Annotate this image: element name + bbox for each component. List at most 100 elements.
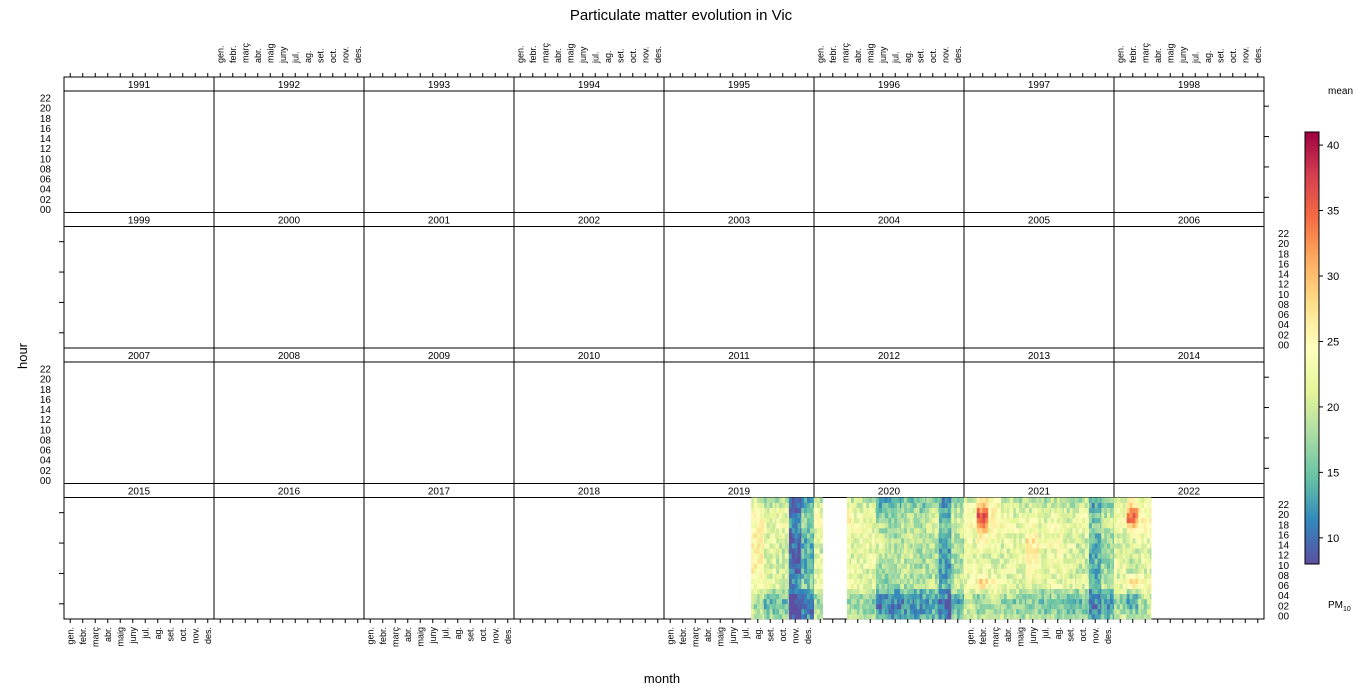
heatmap-cell: [1054, 553, 1058, 559]
heatmap-cell: [913, 568, 918, 574]
y-tick-label: 04: [1278, 591, 1290, 602]
heatmap-cell: [814, 558, 818, 564]
x-tick-label: des.: [503, 627, 513, 644]
heatmap-cell: [985, 598, 989, 605]
heatmap-cell: [962, 583, 965, 590]
heatmap-cell: [863, 563, 867, 569]
heatmap-cell: [1051, 588, 1055, 595]
heatmap-cell: [1125, 497, 1128, 503]
heatmap-cell: [931, 512, 936, 519]
heatmap-cell: [1141, 558, 1145, 564]
heatmap-cell: [866, 603, 870, 610]
heatmap-cell: [931, 558, 936, 564]
heatmap-cell: [853, 502, 858, 509]
heatmap-cell: [1006, 532, 1011, 539]
heatmap-cell: [809, 522, 814, 529]
heatmap-cell: [863, 517, 867, 524]
heatmap-cell: [1097, 538, 1101, 544]
heatmap-cell: [1038, 522, 1042, 529]
heatmap-cell: [1119, 532, 1124, 539]
heatmap-cell: [791, 578, 796, 584]
heatmap-cell: [1122, 583, 1126, 590]
heatmap-cell: [888, 558, 892, 564]
heatmap-cell: [819, 522, 824, 529]
heatmap-cell: [1100, 517, 1102, 524]
heatmap-cell: [1051, 548, 1055, 554]
heatmap-cell: [1146, 532, 1151, 539]
heatmap-cell: [972, 538, 976, 544]
heatmap-cell: [1012, 568, 1014, 574]
heatmap-cell: [1047, 563, 1051, 569]
heatmap-cell: [751, 558, 755, 564]
heatmap-cell: [950, 588, 952, 595]
heatmap-cell: [1114, 543, 1118, 549]
heatmap-cell: [1056, 578, 1061, 584]
heatmap-cell: [772, 588, 776, 595]
heatmap-cell: [1094, 548, 1098, 554]
heatmap-cell: [1012, 578, 1014, 584]
x-tick-label: oct.: [1228, 48, 1238, 63]
heatmap-cell: [763, 573, 768, 579]
heatmap-cell: [759, 563, 764, 569]
heatmap-cell: [1054, 593, 1058, 600]
heatmap-cell: [1144, 548, 1148, 554]
heatmap-cell: [994, 527, 998, 534]
heatmap-cell: [807, 538, 811, 544]
panel-label-2019: 2019: [728, 487, 751, 498]
heatmap-cell: [994, 558, 998, 564]
heatmap-cell: [1003, 578, 1008, 584]
heatmap-cell: [922, 517, 926, 524]
heatmap-cell: [781, 512, 786, 519]
heatmap-cell: [922, 588, 926, 595]
heatmap-cell: [1138, 608, 1142, 615]
heatmap-cell: [941, 507, 946, 514]
heatmap-cell: [776, 583, 780, 590]
heatmap-cell: [931, 507, 936, 514]
heatmap-cell: [876, 553, 880, 559]
x-tick-label: gen.: [665, 627, 675, 645]
heatmap-cell: [884, 497, 888, 503]
heatmap-cell: [791, 553, 796, 559]
heatmap-cell: [800, 563, 802, 569]
x-tick-label: maig: [715, 627, 725, 647]
heatmap-cell: [859, 502, 863, 509]
heatmap-cell: [950, 558, 952, 564]
y-tick-label: 22: [40, 365, 52, 376]
heatmap-cell: [1049, 543, 1052, 549]
heatmap-cell: [1138, 512, 1142, 519]
heatmap-cell: [1144, 532, 1148, 539]
heatmap-cell: [950, 527, 952, 534]
heatmap-cell: [937, 507, 940, 514]
heatmap-cell: [938, 517, 943, 524]
panel-label-2001: 2001: [428, 216, 451, 227]
heatmap-cell: [937, 583, 940, 590]
heatmap-cell: [897, 538, 901, 544]
heatmap-cell: [884, 558, 888, 564]
heatmap-cell: [884, 507, 888, 514]
heatmap-cell: [1054, 548, 1058, 554]
heatmap-cell: [999, 543, 1002, 549]
heatmap-cell: [1146, 563, 1151, 569]
heatmap-cell: [856, 613, 861, 620]
heatmap-cell: [1006, 608, 1011, 615]
heatmap-cell: [999, 497, 1002, 503]
heatmap-cell: [800, 573, 802, 579]
heatmap-cell: [947, 568, 951, 574]
heatmap-cell: [1059, 558, 1064, 564]
heatmap-cell: [1104, 563, 1108, 569]
heatmap-cell: [1047, 507, 1051, 514]
heatmap-cell: [951, 613, 955, 620]
heatmap-cell: [812, 543, 815, 549]
heatmap-cell: [1109, 522, 1114, 529]
heatmap-cell: [962, 608, 965, 615]
heatmap-cell: [1056, 558, 1061, 564]
heatmap-cell: [762, 502, 765, 509]
heatmap-cell: [1021, 502, 1026, 509]
heatmap-cell: [1016, 512, 1020, 519]
heatmap-cell: [1028, 532, 1033, 539]
heatmap-cell: [938, 527, 943, 534]
x-tick-label: gen.: [65, 627, 75, 645]
heatmap-cell: [1000, 502, 1005, 509]
heatmap-cell: [929, 502, 933, 509]
heatmap-cell: [1104, 603, 1108, 610]
